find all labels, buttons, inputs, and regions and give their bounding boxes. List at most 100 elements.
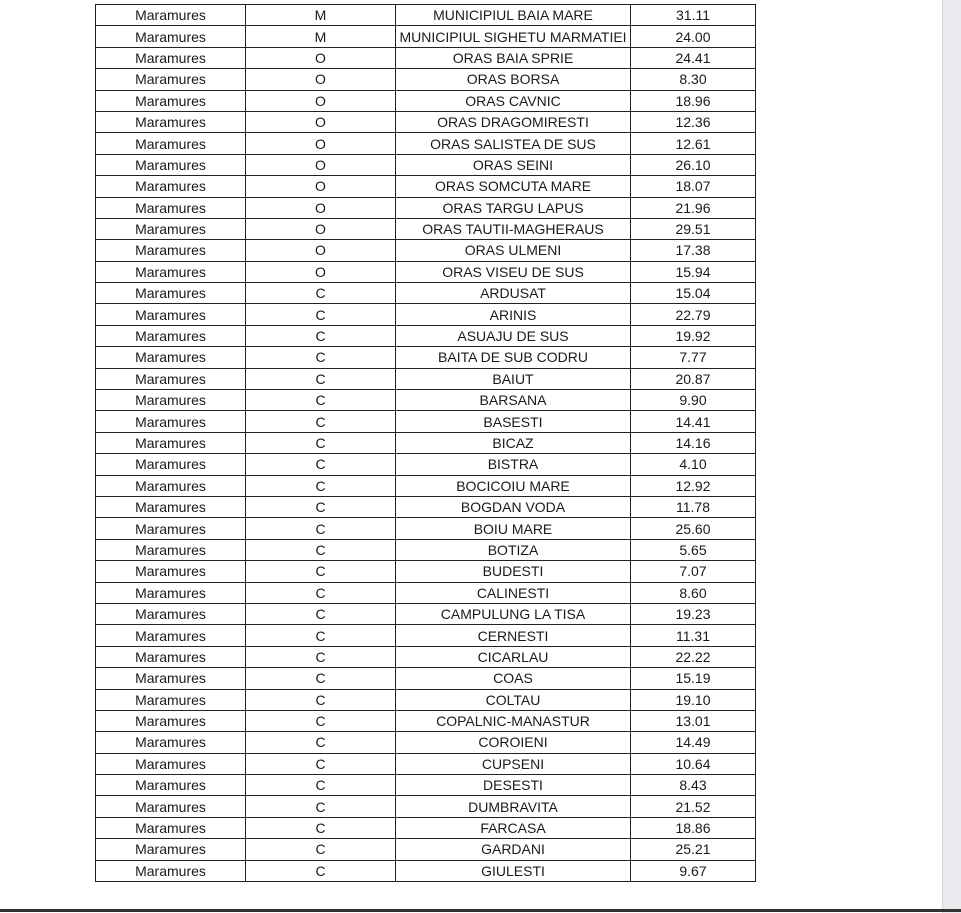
value-cell: 21.96	[630, 196, 756, 219]
locality-cell: ORAS SOMCUTA MARE	[395, 175, 631, 198]
locality-cell: ORAS VISEU DE SUS	[395, 260, 631, 284]
table-row: Maramures C BAITA DE SUB CODRU 7.77	[95, 346, 756, 369]
table-row: Maramures O ORAS BORSA 8.30	[95, 68, 756, 91]
table-row: Maramures C DESESTI 8.43	[95, 774, 756, 797]
type-cell: C	[245, 838, 396, 861]
locality-cell: COPALNIC-MANASTUR	[395, 709, 631, 733]
value-cell: 15.19	[630, 667, 756, 690]
type-cell: C	[245, 474, 396, 497]
locality-cell: ARDUSAT	[395, 282, 631, 305]
county-cell: Maramures	[95, 581, 246, 604]
table-row: Maramures M MUNICIPIUL SIGHETU MARMATIEI 24…	[95, 25, 756, 48]
table-row: Maramures O ORAS TARGU LAPUS 21.96	[95, 196, 756, 219]
type-cell: C	[245, 667, 396, 690]
county-cell: Maramures	[95, 474, 246, 497]
value-cell: 10.64	[630, 752, 756, 776]
county-cell: Maramures	[95, 453, 246, 476]
county-cell: Maramures	[95, 175, 246, 198]
value-cell: 19.10	[630, 688, 756, 711]
type-cell: C	[245, 389, 396, 412]
value-cell: 15.04	[630, 282, 756, 305]
locality-cell: ORAS TARGU LAPUS	[395, 196, 631, 219]
locality-cell: CUPSENI	[395, 752, 631, 776]
locality-cell: BASESTI	[395, 410, 631, 433]
type-cell: C	[245, 324, 396, 348]
type-cell: C	[245, 495, 396, 519]
locality-cell: ORAS BORSA	[395, 68, 631, 91]
county-cell: Maramures	[95, 795, 246, 818]
table-row: Maramures C BASESTI 14.41	[95, 410, 756, 433]
locality-cell: BICAZ	[395, 431, 631, 455]
locality-cell: DUMBRAVITA	[395, 795, 631, 818]
county-cell: Maramures	[95, 282, 246, 305]
value-cell: 17.38	[630, 239, 756, 262]
table-row: Maramures C BOCICOIU MARE 12.92	[95, 474, 756, 497]
county-cell: Maramures	[95, 602, 246, 626]
value-cell: 22.22	[630, 645, 756, 669]
type-cell: C	[245, 602, 396, 626]
type-cell: O	[245, 68, 396, 91]
type-cell: C	[245, 581, 396, 604]
table-row: Maramures C BOIU MARE 25.60	[95, 517, 756, 540]
value-cell: 22.79	[630, 303, 756, 326]
value-cell: 7.07	[630, 560, 756, 583]
value-cell: 14.41	[630, 410, 756, 433]
county-cell: Maramures	[95, 495, 246, 519]
locality-cell: COAS	[395, 667, 631, 690]
county-cell: Maramures	[95, 774, 246, 797]
value-cell: 18.07	[630, 175, 756, 198]
table-row: Maramures C BOTIZA 5.65	[95, 538, 756, 562]
county-cell: Maramures	[95, 624, 246, 647]
locality-cell: BUDESTI	[395, 560, 631, 583]
value-cell: 26.10	[630, 153, 756, 177]
county-cell: Maramures	[95, 431, 246, 455]
table-row: Maramures C CERNESTI 11.31	[95, 624, 756, 647]
locality-cell: BOIU MARE	[395, 517, 631, 540]
value-cell: 14.49	[630, 731, 756, 754]
type-cell: C	[245, 795, 396, 818]
locality-cell: ORAS BAIA SPRIE	[395, 46, 631, 70]
value-cell: 4.10	[630, 453, 756, 476]
table-row: Maramures O ORAS SOMCUTA MARE 18.07	[95, 175, 756, 198]
type-cell: C	[245, 367, 396, 391]
type-cell: O	[245, 132, 396, 155]
county-cell: Maramures	[95, 410, 246, 433]
value-cell: 12.92	[630, 474, 756, 497]
value-cell: 25.21	[630, 838, 756, 861]
type-cell: M	[245, 25, 396, 48]
type-cell: O	[245, 46, 396, 70]
type-cell: C	[245, 431, 396, 455]
type-cell: C	[245, 538, 396, 562]
data-table: Maramures M MUNICIPIUL BAIA MARE 31.11 Maram…	[95, 3, 756, 883]
value-cell: 11.31	[630, 624, 756, 647]
locality-cell: CERNESTI	[395, 624, 631, 647]
type-cell: C	[245, 752, 396, 776]
county-cell: Maramures	[95, 132, 246, 155]
locality-cell: ORAS SEINI	[395, 153, 631, 177]
type-cell: C	[245, 303, 396, 326]
county-cell: Maramures	[95, 645, 246, 669]
value-cell: 12.36	[630, 110, 756, 134]
type-cell: C	[245, 731, 396, 754]
locality-cell: CALINESTI	[395, 581, 631, 604]
locality-cell: BISTRA	[395, 453, 631, 476]
locality-cell: BARSANA	[395, 389, 631, 412]
type-cell: C	[245, 453, 396, 476]
locality-cell: MUNICIPIUL BAIA MARE	[395, 3, 631, 27]
type-cell: O	[245, 260, 396, 284]
county-cell: Maramures	[95, 196, 246, 219]
table-row: Maramures C GARDANI 25.21	[95, 838, 756, 861]
county-cell: Maramures	[95, 667, 246, 690]
table-row: Maramures O ORAS SALISTEA DE SUS 12.61	[95, 132, 756, 155]
table-row: Maramures C GIULESTI 9.67	[95, 859, 756, 883]
locality-cell: COROIENI	[395, 731, 631, 754]
type-cell: C	[245, 859, 396, 883]
type-cell: O	[245, 175, 396, 198]
locality-cell: CAMPULUNG LA TISA	[395, 602, 631, 626]
county-cell: Maramures	[95, 752, 246, 776]
county-cell: Maramures	[95, 89, 246, 112]
table-row: Maramures C COROIENI 14.49	[95, 731, 756, 754]
county-cell: Maramures	[95, 389, 246, 412]
county-cell: Maramures	[95, 239, 246, 262]
county-cell: Maramures	[95, 517, 246, 540]
